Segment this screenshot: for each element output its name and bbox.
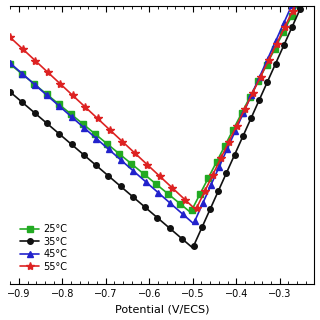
55°C: [241, 111, 244, 115]
Line: 55°C: 55°C: [6, 0, 306, 214]
Legend: 25°C, 35°C, 45°C, 55°C: 25°C, 35°C, 45°C, 55°C: [16, 220, 71, 276]
X-axis label: Potential (V/ECS): Potential (V/ECS): [115, 304, 210, 315]
55°C: [194, 208, 198, 212]
45°C: [52, 99, 55, 103]
55°C: [8, 36, 12, 39]
25°C: [278, 36, 282, 40]
35°C: [40, 117, 44, 121]
45°C: [130, 168, 134, 172]
25°C: [207, 174, 211, 178]
55°C: [22, 48, 26, 52]
25°C: [177, 201, 180, 204]
45°C: [275, 36, 279, 40]
55°C: [200, 196, 204, 199]
35°C: [100, 169, 104, 172]
45°C: [22, 73, 26, 77]
35°C: [57, 132, 61, 136]
35°C: [37, 115, 41, 119]
45°C: [192, 222, 196, 226]
25°C: [8, 62, 12, 66]
35°C: [191, 246, 195, 250]
45°C: [121, 160, 124, 164]
55°C: [227, 140, 231, 144]
35°C: [119, 184, 123, 188]
Line: 45°C: 45°C: [7, 0, 301, 227]
Line: 25°C: 25°C: [7, 0, 307, 215]
55°C: [296, 0, 300, 3]
55°C: [217, 161, 220, 164]
25°C: [63, 107, 67, 111]
35°C: [8, 90, 12, 94]
45°C: [8, 61, 12, 65]
35°C: [299, 5, 303, 9]
25°C: [96, 134, 100, 138]
25°C: [188, 211, 192, 214]
25°C: [208, 172, 212, 176]
45°C: [102, 143, 106, 147]
Line: 35°C: 35°C: [7, 0, 310, 251]
